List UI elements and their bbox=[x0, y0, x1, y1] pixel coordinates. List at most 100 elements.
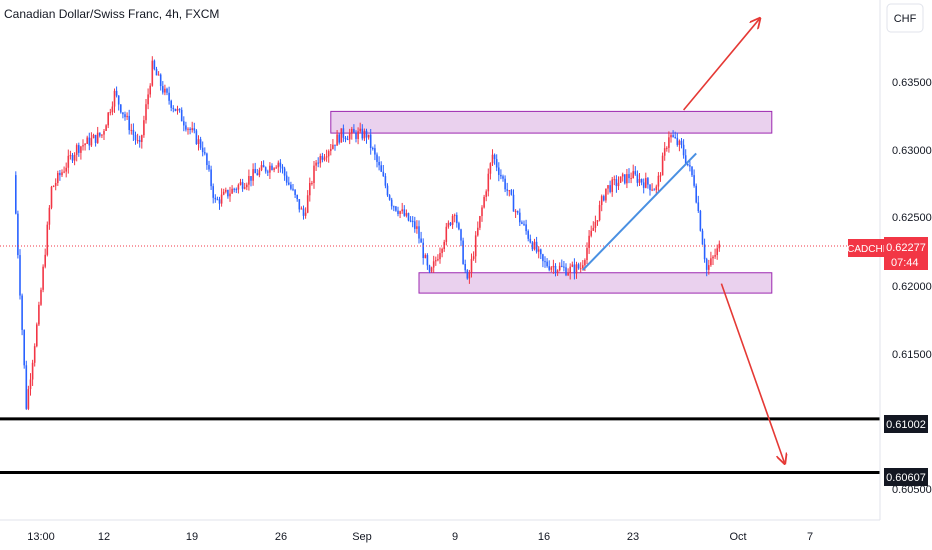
price-tick: 0.62500 bbox=[892, 212, 932, 224]
candle-body bbox=[239, 182, 242, 185]
candle-body bbox=[218, 199, 221, 204]
candle-body bbox=[703, 244, 706, 260]
candle-body bbox=[693, 175, 695, 186]
candle-body bbox=[59, 172, 61, 176]
candle-body bbox=[481, 207, 483, 217]
candle-body bbox=[334, 144, 336, 146]
candle-body bbox=[701, 230, 704, 245]
candle-body bbox=[456, 215, 458, 224]
candle-body bbox=[401, 209, 403, 212]
candle-body bbox=[523, 223, 525, 225]
candle-body bbox=[630, 178, 632, 180]
candle-body bbox=[598, 205, 601, 221]
candle-body bbox=[27, 389, 30, 409]
symbol-tag-text: CADCHF bbox=[847, 244, 889, 255]
candle-body bbox=[151, 60, 154, 86]
candle-body bbox=[69, 155, 72, 157]
time-axis[interactable]: 13:00 12 19 26 Sep 9 16 23 Oct 7 bbox=[27, 531, 813, 543]
candle-body bbox=[489, 163, 492, 174]
candle-body bbox=[378, 161, 380, 166]
candle-body bbox=[88, 137, 91, 146]
candle-body bbox=[548, 266, 550, 270]
candle-body bbox=[101, 134, 103, 136]
candle-body bbox=[197, 139, 200, 145]
candle-body bbox=[718, 243, 721, 249]
candle-body bbox=[235, 189, 238, 191]
candle-body bbox=[359, 128, 361, 132]
time-tick: 13:00 bbox=[27, 531, 55, 543]
candle-body bbox=[712, 256, 714, 259]
candle-body bbox=[661, 155, 664, 176]
candle-body bbox=[676, 137, 679, 145]
candle-body bbox=[357, 131, 359, 139]
candle-body bbox=[162, 86, 164, 93]
candle-body bbox=[23, 329, 25, 366]
candle-body bbox=[657, 175, 660, 187]
bar-countdown: 07:44 bbox=[891, 257, 919, 269]
candle-body bbox=[237, 184, 240, 190]
candle-body bbox=[638, 179, 641, 183]
candle-body bbox=[111, 106, 114, 113]
price-tick: 0.63500 bbox=[892, 77, 932, 89]
candle-body bbox=[409, 220, 412, 222]
candle-body bbox=[386, 185, 389, 196]
candle-body bbox=[586, 247, 588, 261]
candle-body bbox=[103, 130, 105, 135]
candle-body bbox=[582, 265, 584, 269]
candle-body bbox=[130, 129, 133, 131]
candle-body bbox=[222, 191, 225, 195]
candle-body bbox=[67, 155, 70, 168]
candle-body bbox=[632, 171, 634, 179]
candle-body bbox=[128, 115, 130, 131]
candle-body bbox=[193, 128, 196, 131]
candle-body bbox=[19, 255, 21, 296]
level-price-label-box bbox=[884, 415, 928, 433]
candle-body bbox=[432, 261, 435, 268]
candle-body bbox=[40, 289, 42, 305]
candle-body bbox=[290, 184, 292, 189]
candle-body bbox=[689, 165, 691, 167]
candle-body bbox=[82, 145, 84, 147]
candle-body bbox=[607, 185, 609, 189]
candle-body bbox=[302, 208, 305, 216]
candle-body bbox=[439, 253, 441, 260]
candle-body bbox=[577, 264, 580, 269]
candle-body bbox=[201, 147, 204, 153]
candle-body bbox=[678, 140, 681, 145]
candle-body bbox=[229, 193, 231, 197]
candle-body bbox=[374, 148, 376, 155]
candle-body bbox=[231, 188, 233, 194]
candle-body bbox=[281, 166, 284, 169]
candle-body bbox=[340, 128, 343, 143]
candle-body bbox=[361, 128, 364, 139]
candle-body bbox=[621, 174, 624, 177]
currency-box[interactable] bbox=[886, 3, 924, 33]
candle-body bbox=[596, 220, 599, 222]
candle-body bbox=[659, 175, 662, 177]
currency-label: CHF bbox=[894, 13, 917, 25]
candle-body bbox=[382, 171, 385, 177]
candle-body bbox=[94, 134, 97, 143]
candle-body bbox=[615, 179, 618, 187]
time-tick: 23 bbox=[627, 531, 639, 543]
candle-body bbox=[411, 220, 414, 222]
candle-body bbox=[298, 199, 301, 210]
candle-body bbox=[651, 189, 653, 191]
last-price-box bbox=[884, 237, 928, 270]
candle-body bbox=[48, 207, 51, 225]
symbol-title[interactable]: Canadian Dollar/Swiss Franc, 4h, FXCM bbox=[4, 7, 220, 21]
candle-body bbox=[510, 190, 513, 195]
candle-body bbox=[579, 268, 582, 270]
candle-body bbox=[414, 221, 416, 229]
candle-body bbox=[279, 162, 282, 167]
candle-body bbox=[710, 258, 712, 266]
candle-body bbox=[243, 187, 246, 189]
candle-body bbox=[355, 132, 357, 139]
candle-body bbox=[649, 184, 651, 191]
candle-body bbox=[584, 260, 586, 266]
candle-body bbox=[403, 209, 406, 216]
price-axis[interactable]: CHF 0.63500 0.63000 0.62500 0.62000 0.61… bbox=[847, 3, 932, 496]
candle-body bbox=[495, 159, 498, 168]
candle-body bbox=[189, 128, 191, 131]
